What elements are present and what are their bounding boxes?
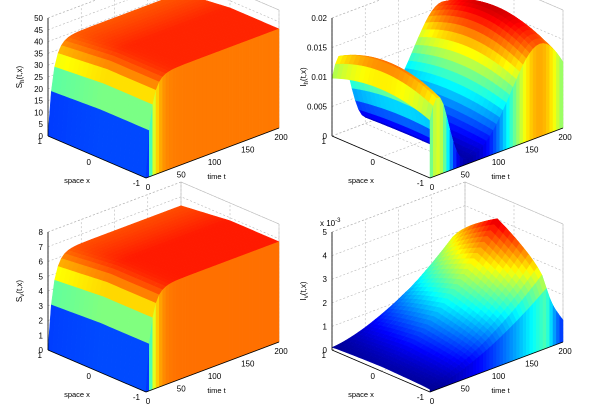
surface-plot [47, 205, 280, 393]
z-tick-label: 5 [39, 272, 44, 281]
z-tick-label: 4 [323, 252, 328, 261]
x-tick-label: -1 [417, 393, 425, 402]
x-tick-label: 0 [87, 372, 92, 381]
t-tick-label: 100 [208, 158, 222, 167]
z-tick-label: 0 [39, 346, 44, 355]
surface-plot [47, 0, 280, 179]
z-tick-label: 3 [39, 302, 44, 311]
t-tick-label: 100 [208, 372, 222, 381]
z-axis-label: Sh(t,x) [15, 65, 26, 88]
z-tick-label: 4 [39, 287, 44, 296]
t-tick-label: 0 [146, 397, 151, 406]
t-tick-label: 150 [241, 360, 255, 369]
t-tick-label: 150 [525, 360, 539, 369]
z-tick-label: 1 [323, 322, 328, 331]
axis-lines [331, 18, 564, 179]
t-tick-label: 50 [461, 385, 470, 394]
z-tick-label: 50 [34, 14, 43, 23]
t-axis-label: time t [491, 386, 510, 395]
t-tick-label: 50 [177, 385, 186, 394]
z-tick-label: 15 [34, 97, 43, 106]
t-axis-label: time t [491, 172, 510, 181]
z-tick-label: 2 [39, 317, 44, 326]
t-tick-label: 200 [274, 133, 288, 142]
z-tick-label: 5 [323, 228, 328, 237]
x-tick-label: -1 [417, 179, 425, 188]
t-tick-label: 100 [492, 372, 506, 381]
x-tick-label: 1 [322, 351, 327, 360]
z-tick-label: 40 [34, 38, 43, 47]
z-tick-label: 3 [323, 275, 328, 284]
z-tick-label: 45 [34, 26, 43, 35]
z-tick-label: 0.02 [311, 14, 327, 23]
z-tick-label: 5 [39, 120, 44, 129]
x-axis-label: space x [348, 390, 374, 399]
surface-side-faces [429, 287, 564, 393]
x-tick-label: 0 [87, 158, 92, 167]
z-exponent-label: x 10-3 [320, 218, 341, 228]
z-tick-label: 2 [323, 299, 328, 308]
z-tick-label: 25 [34, 73, 43, 82]
z-tick-label: 0.005 [307, 103, 328, 112]
t-tick-label: 200 [558, 133, 572, 142]
t-tick-label: 200 [558, 347, 572, 356]
axis-lines [331, 232, 564, 393]
x-tick-label: 0 [371, 372, 376, 381]
z-tick-label: 6 [39, 258, 44, 267]
axis-lines [47, 232, 280, 393]
z-tick-label: 35 [34, 49, 43, 58]
x-tick-label: -1 [133, 179, 141, 188]
x-tick-label: 1 [38, 137, 43, 146]
t-tick-label: 50 [177, 171, 186, 180]
z-tick-label: 8 [39, 228, 44, 237]
z-tick-label: 0.015 [307, 44, 328, 53]
t-tick-label: 100 [492, 158, 506, 167]
x-tick-label: -1 [133, 393, 141, 402]
x-tick-label: 1 [38, 351, 43, 360]
surface-side-faces [145, 28, 280, 179]
t-tick-label: 150 [525, 146, 539, 155]
t-tick-label: 200 [274, 347, 288, 356]
z-tick-label: 0 [39, 132, 44, 141]
t-tick-label: 0 [430, 183, 435, 192]
z-tick-label: 0 [323, 132, 328, 141]
z-axis-label: Iv(t,x) [299, 281, 310, 300]
z-tick-label: 10 [34, 108, 43, 117]
x-axis-label: space x [348, 176, 374, 185]
z-axis-label: Ih(t,x) [299, 67, 310, 87]
z-tick-label: 1 [39, 331, 44, 340]
t-axis-label: time t [207, 172, 226, 181]
z-tick-label: 7 [39, 243, 44, 252]
z-tick-label: 0 [323, 346, 328, 355]
t-axis-label: time t [207, 386, 226, 395]
x-tick-label: 0 [371, 158, 376, 167]
surface-plot [331, 217, 564, 390]
surface-side-faces [429, 43, 564, 179]
t-tick-label: 50 [461, 171, 470, 180]
x-axis-label: space x [64, 390, 90, 399]
z-tick-label: 20 [34, 85, 43, 94]
x-tick-label: 1 [322, 137, 327, 146]
z-axis-label: Sv(t,x) [15, 280, 26, 302]
t-tick-label: 0 [430, 397, 435, 406]
t-tick-label: 0 [146, 183, 151, 192]
axis-lines [47, 18, 280, 179]
x-axis-label: space x [64, 176, 90, 185]
t-tick-label: 150 [241, 146, 255, 155]
z-tick-label: 30 [34, 61, 43, 70]
z-tick-label: 0.01 [311, 73, 327, 82]
